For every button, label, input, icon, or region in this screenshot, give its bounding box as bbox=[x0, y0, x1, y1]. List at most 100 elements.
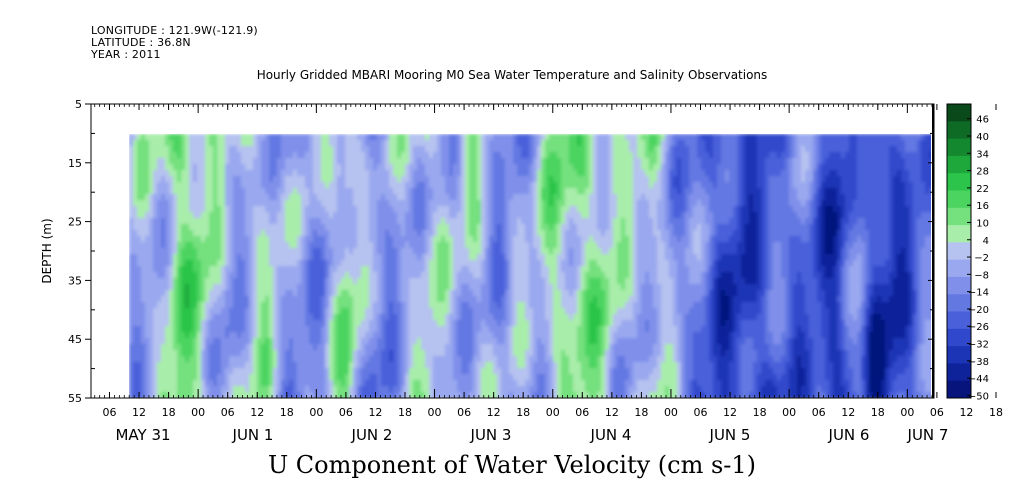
heatmap-cell bbox=[565, 254, 570, 261]
heatmap-cell bbox=[241, 356, 246, 363]
heatmap-cell bbox=[405, 326, 410, 333]
heatmap-cell bbox=[505, 140, 510, 147]
heatmap-cell bbox=[205, 296, 210, 303]
heatmap-cell bbox=[477, 194, 482, 201]
heatmap-cell bbox=[425, 332, 430, 339]
heatmap-cell bbox=[393, 272, 398, 279]
heatmap-cell bbox=[477, 386, 482, 393]
heatmap-cell bbox=[277, 212, 282, 219]
heatmap-cell bbox=[477, 296, 482, 303]
heatmap-cell bbox=[233, 158, 238, 165]
heatmap-cell bbox=[389, 164, 394, 171]
heatmap-cell bbox=[385, 278, 390, 285]
heatmap-cell bbox=[221, 170, 226, 177]
heatmap-cell bbox=[565, 242, 570, 249]
heatmap-cell bbox=[405, 140, 410, 147]
heatmap-cell bbox=[181, 146, 186, 153]
heatmap-cell bbox=[489, 356, 494, 363]
heatmap-cell bbox=[317, 368, 322, 375]
heatmap-cell bbox=[453, 194, 458, 201]
heatmap-cell bbox=[281, 230, 286, 237]
heatmap-cell bbox=[161, 176, 166, 183]
heatmap-cell bbox=[313, 254, 318, 261]
heatmap-cell bbox=[169, 134, 174, 141]
heatmap-cell bbox=[337, 242, 342, 249]
heatmap-cell bbox=[449, 320, 454, 327]
heatmap-cell bbox=[557, 182, 562, 189]
heatmap-cell bbox=[273, 224, 278, 231]
heatmap-cell bbox=[201, 206, 206, 213]
heatmap-cell bbox=[381, 212, 386, 219]
heatmap-cell bbox=[169, 374, 174, 381]
heatmap-cell bbox=[217, 140, 222, 147]
heatmap-cell bbox=[409, 206, 414, 213]
heatmap-cell bbox=[385, 302, 390, 309]
heatmap-cell bbox=[129, 176, 134, 183]
heatmap-cell bbox=[193, 374, 198, 381]
heatmap-cell bbox=[253, 188, 258, 195]
heatmap-cell bbox=[473, 134, 478, 141]
heatmap-cell bbox=[233, 374, 238, 381]
heatmap-cell bbox=[573, 266, 578, 273]
heatmap-cell bbox=[405, 266, 410, 273]
heatmap-cell bbox=[533, 266, 538, 273]
heatmap-cell bbox=[385, 344, 390, 351]
heatmap-cell bbox=[129, 272, 134, 279]
heatmap-cell bbox=[553, 224, 558, 231]
heatmap-cell bbox=[205, 266, 210, 273]
heatmap-cell bbox=[529, 344, 534, 351]
heatmap-cell bbox=[261, 290, 266, 297]
heatmap-cell bbox=[573, 290, 578, 297]
heatmap-cell bbox=[325, 206, 330, 213]
heatmap-cell bbox=[345, 134, 350, 141]
heatmap-cell bbox=[497, 242, 502, 249]
heatmap-cell bbox=[505, 278, 510, 285]
heatmap-cell bbox=[453, 290, 458, 297]
heatmap-cell bbox=[461, 284, 466, 291]
heatmap-cell bbox=[293, 278, 298, 285]
heatmap-cell bbox=[329, 140, 334, 147]
heatmap-cell bbox=[193, 146, 198, 153]
heatmap-cell bbox=[385, 338, 390, 345]
heatmap-cell bbox=[325, 230, 330, 237]
heatmap-cell bbox=[357, 170, 362, 177]
heatmap-cell bbox=[409, 386, 414, 393]
heatmap-cell bbox=[301, 314, 306, 321]
heatmap-cell bbox=[161, 338, 166, 345]
heatmap-cell bbox=[449, 344, 454, 351]
heatmap-cell bbox=[349, 212, 354, 219]
heatmap-cell bbox=[337, 356, 342, 363]
heatmap-cell bbox=[197, 332, 202, 339]
heatmap-cell bbox=[209, 218, 214, 225]
heatmap-cell bbox=[529, 248, 534, 255]
heatmap-cell bbox=[381, 284, 386, 291]
heatmap-cell bbox=[261, 218, 266, 225]
heatmap-cell bbox=[133, 158, 138, 165]
heatmap-cell bbox=[489, 134, 494, 141]
heatmap-cell bbox=[525, 182, 530, 189]
heatmap-cell bbox=[321, 356, 326, 363]
heatmap-cell bbox=[177, 380, 182, 387]
heatmap-cell bbox=[289, 140, 294, 147]
heatmap-cell bbox=[425, 164, 430, 171]
heatmap-cell bbox=[525, 356, 530, 363]
heatmap-cell bbox=[209, 344, 214, 351]
heatmap-cell bbox=[457, 194, 462, 201]
heatmap-cell bbox=[265, 284, 270, 291]
heatmap-cell bbox=[193, 320, 198, 327]
heatmap-cell bbox=[409, 284, 414, 291]
heatmap-cell bbox=[445, 308, 450, 315]
heatmap-cell bbox=[265, 164, 270, 171]
heatmap-cell bbox=[169, 308, 174, 315]
heatmap-cell bbox=[369, 374, 374, 381]
heatmap-cell bbox=[241, 164, 246, 171]
heatmap-cell bbox=[237, 362, 242, 369]
heatmap-cell bbox=[185, 170, 190, 177]
heatmap-cell bbox=[529, 218, 534, 225]
heatmap-cell bbox=[193, 176, 198, 183]
heatmap-cell bbox=[581, 218, 586, 225]
heatmap-cell bbox=[189, 290, 194, 297]
heatmap-cell bbox=[289, 308, 294, 315]
heatmap-cell bbox=[369, 278, 374, 285]
heatmap-cell bbox=[141, 326, 146, 333]
